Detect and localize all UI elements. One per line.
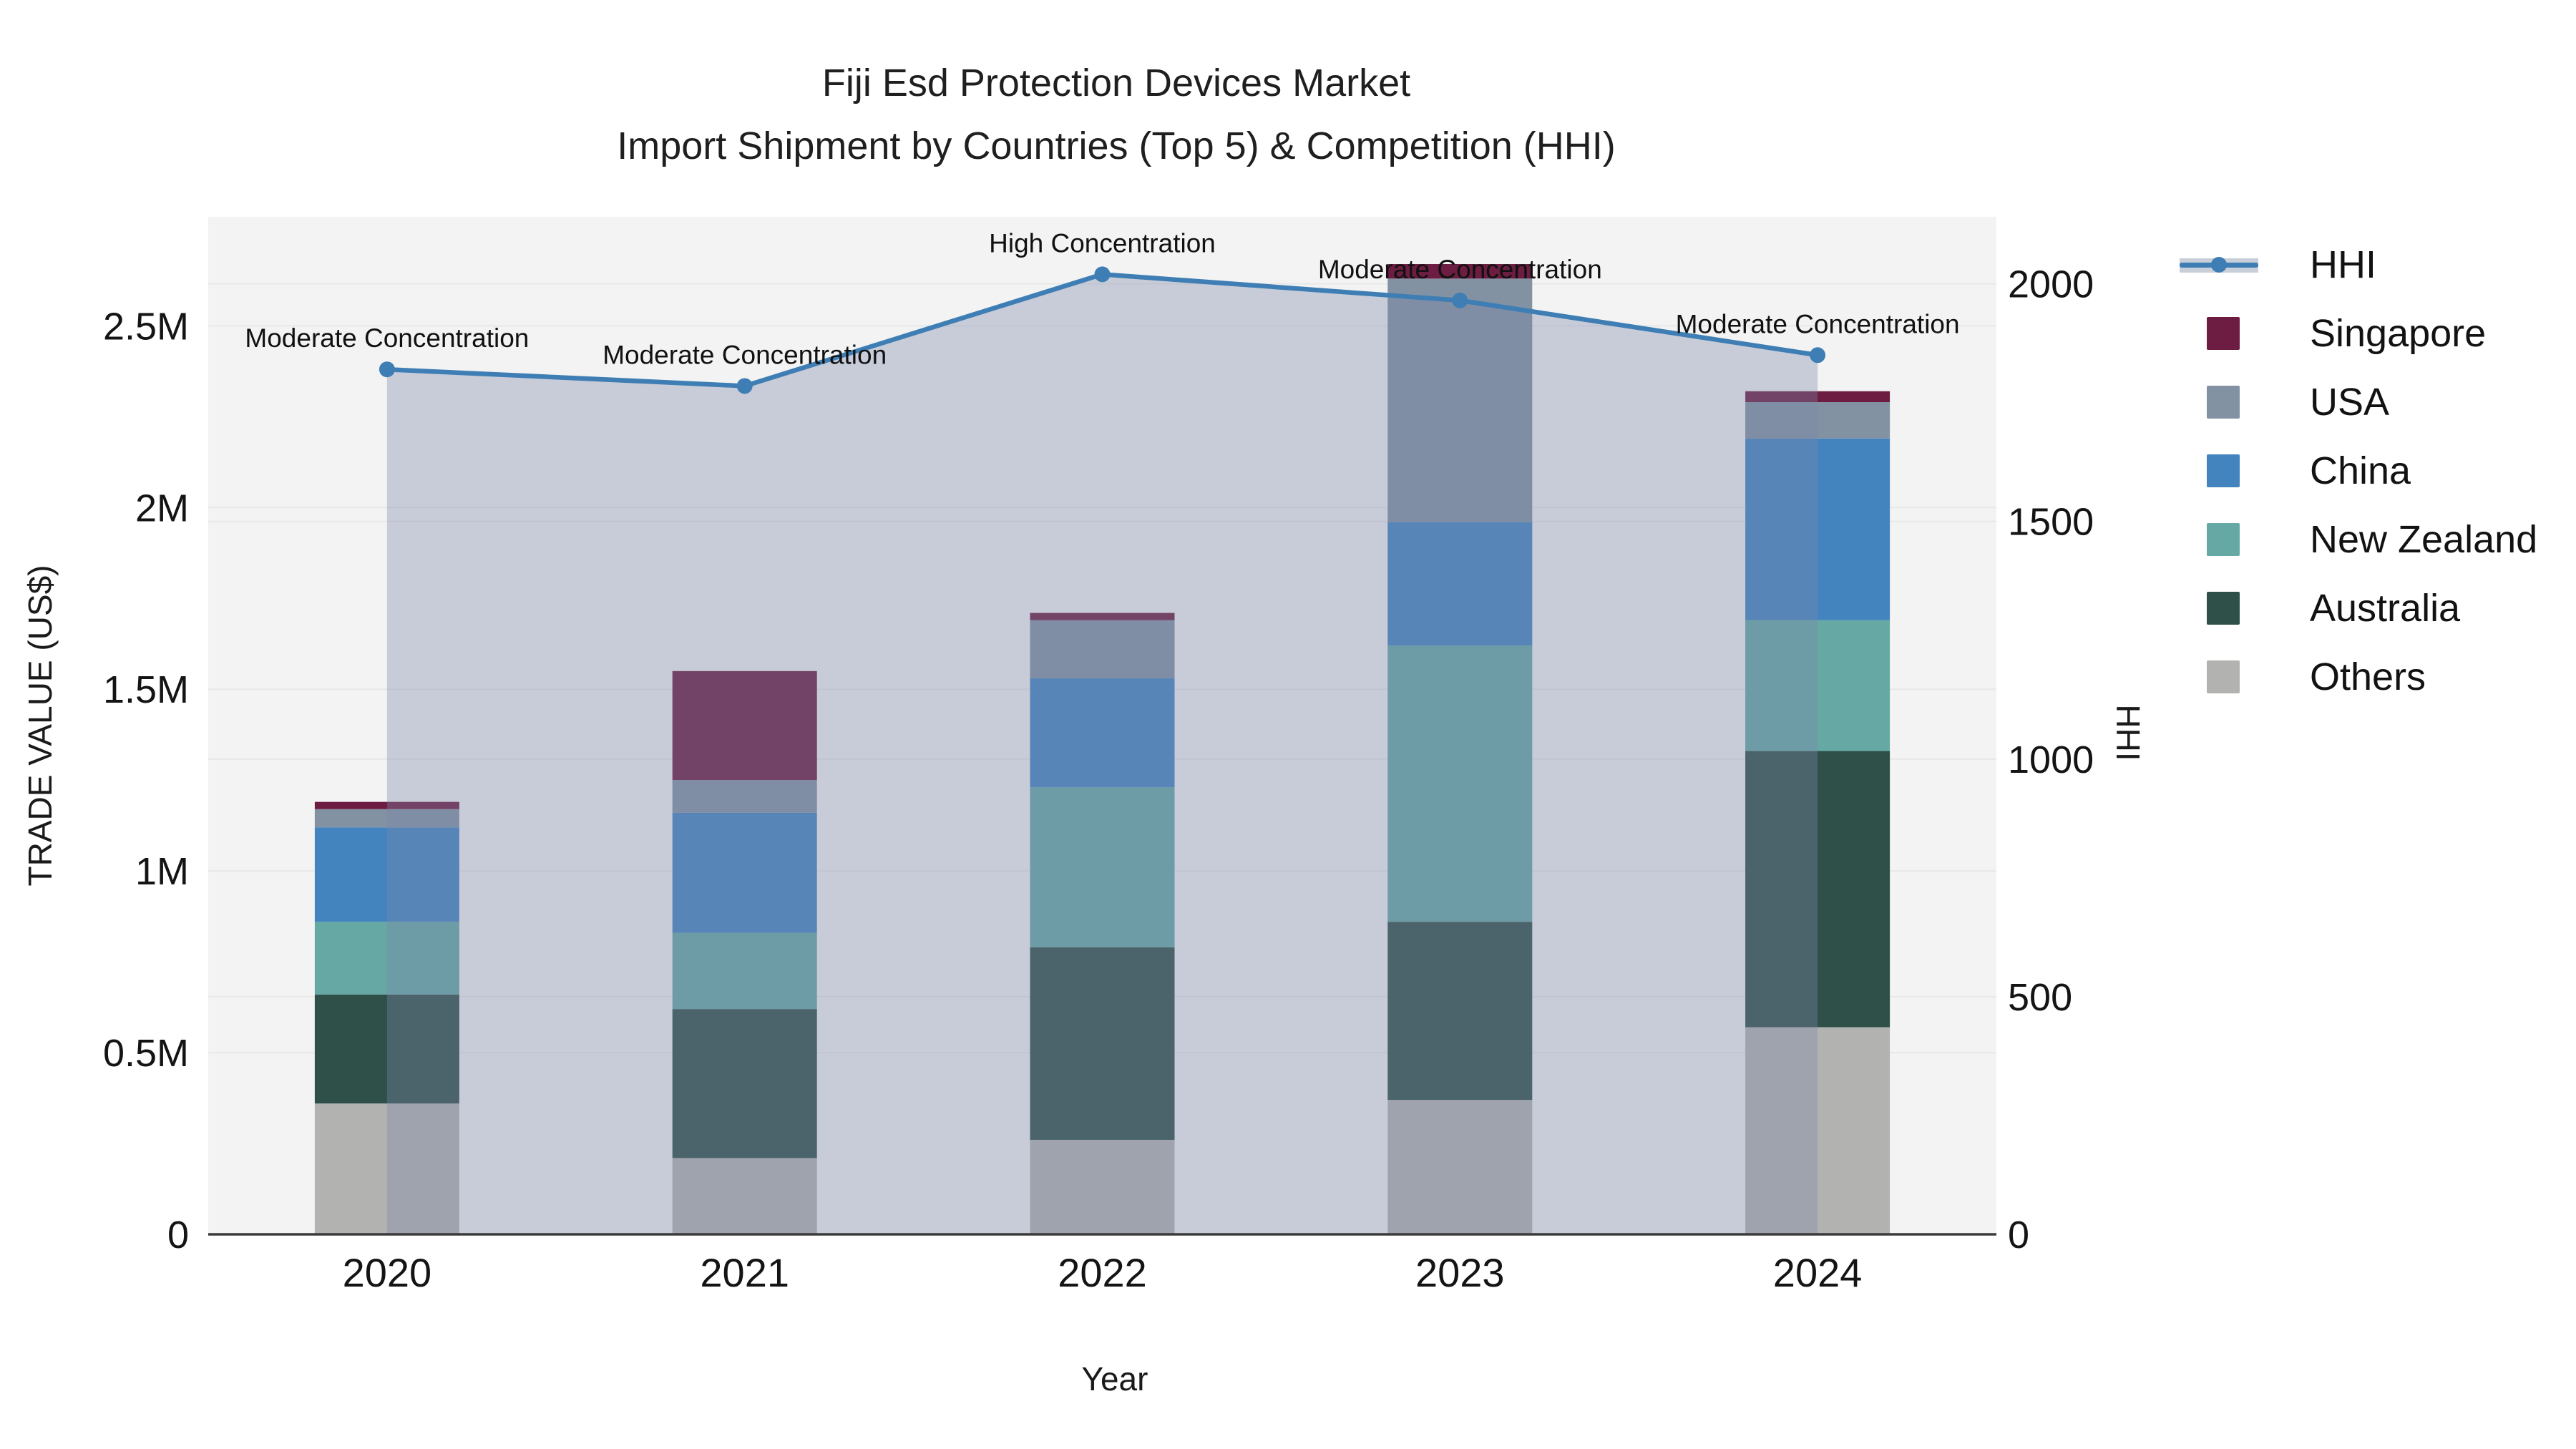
chart-title-line1: Fiji Esd Protection Devices Market — [821, 62, 1411, 104]
x-tick-label: 2022 — [1058, 1250, 1147, 1295]
bar-segment-australia-2022 — [1030, 947, 1175, 1140]
bar-segment-new-zealand-2024 — [1745, 620, 1890, 751]
bar-segment-china-2023 — [1387, 522, 1533, 646]
x-tick-label: 2021 — [700, 1250, 789, 1295]
bar-segment-singapore-2024 — [1745, 391, 1890, 403]
bar-segment-australia-2021 — [672, 1009, 817, 1158]
y-left-tick-label: 1M — [135, 850, 189, 893]
legend-item-others[interactable]: Others — [2177, 643, 2537, 711]
bar-segment-new-zealand-2020 — [314, 922, 459, 995]
y-right-tick-label: 2000 — [2008, 263, 2094, 306]
y-left-tick-label: 1.5M — [103, 668, 189, 711]
legend-item-new-zealand[interactable]: New Zealand — [2177, 505, 2537, 574]
x-tick-label: 2020 — [343, 1250, 432, 1295]
bar-segment-new-zealand-2022 — [1030, 787, 1175, 947]
legend-label: USA — [2310, 381, 2390, 424]
y-right-tick-label: 0 — [2008, 1214, 2029, 1257]
hhi-marker — [1094, 266, 1111, 283]
bar-segment-others-2021 — [672, 1158, 817, 1234]
bar-segment-usa-2020 — [314, 809, 459, 828]
bar-segment-others-2023 — [1387, 1100, 1533, 1234]
bar-segment-usa-2023 — [1387, 278, 1533, 522]
bar-segment-usa-2021 — [672, 780, 817, 813]
bar-segment-china-2022 — [1030, 678, 1175, 788]
y-axis-left-title: TRADE VALUE (US$) — [21, 565, 59, 887]
bar-segment-singapore-2020 — [314, 801, 459, 809]
hhi-marker — [379, 361, 395, 378]
legend-item-singapore[interactable]: Singapore — [2177, 299, 2537, 368]
bar-segment-usa-2024 — [1745, 402, 1890, 439]
hhi-area-fill — [386, 274, 1818, 1235]
hhi-annotation: High Concentration — [989, 228, 1216, 258]
legend-item-china[interactable]: China — [2177, 436, 2537, 505]
legend-label: Australia — [2310, 587, 2461, 630]
bar-segment-others-2020 — [314, 1103, 459, 1234]
y-left-tick-label: 0 — [167, 1214, 189, 1257]
bar-segment-china-2021 — [672, 812, 817, 933]
chart-title: Fiji Esd Protection Devices Market Impor… — [172, 52, 2061, 177]
singapore-swatch-icon — [2207, 317, 2240, 350]
legend-item-australia[interactable]: Australia — [2177, 574, 2537, 643]
hhi-marker — [1810, 347, 1826, 364]
new-zealand-swatch-icon — [2207, 523, 2240, 556]
china-swatch-icon — [2207, 454, 2240, 487]
legend-label: China — [2310, 449, 2411, 492]
x-tick-label: 2023 — [1415, 1250, 1505, 1295]
legend-label: Singapore — [2310, 312, 2487, 355]
bar-segment-others-2024 — [1745, 1027, 1890, 1234]
hhi-annotation: Moderate Concentration — [1318, 255, 1602, 284]
bar-segment-china-2020 — [314, 827, 459, 922]
bar-segment-singapore-2023 — [1387, 264, 1533, 279]
y-right-tick-label: 1500 — [2008, 501, 2094, 544]
legend-label: HHI — [2310, 243, 2376, 286]
bar-segment-australia-2023 — [1387, 922, 1533, 1101]
hhi-line-sample-icon — [2180, 248, 2258, 281]
y-axis-right-title: HHI — [2109, 704, 2147, 761]
y-right-tick-label: 1000 — [2008, 738, 2094, 781]
others-swatch-icon — [2207, 660, 2240, 693]
bar-segment-usa-2022 — [1030, 620, 1175, 678]
australia-swatch-icon — [2207, 592, 2240, 625]
usa-swatch-icon — [2207, 386, 2240, 419]
bar-segment-china-2024 — [1745, 438, 1890, 620]
bar-segment-singapore-2022 — [1030, 613, 1175, 620]
bar-segment-singapore-2021 — [672, 670, 817, 781]
bar-segment-australia-2020 — [314, 994, 459, 1104]
bar-segment-others-2022 — [1030, 1139, 1175, 1234]
chart-title-line2: Import Shipment by Countries (Top 5) & C… — [617, 125, 1616, 167]
legend-item-hhi[interactable]: HHI — [2177, 230, 2537, 299]
bar-segment-new-zealand-2021 — [672, 932, 817, 1010]
hhi-marker — [736, 378, 753, 394]
y-right-tick-label: 500 — [2008, 976, 2072, 1019]
legend-item-usa[interactable]: USA — [2177, 368, 2537, 436]
x-tick-label: 2024 — [1773, 1250, 1863, 1295]
legend-label: New Zealand — [2310, 518, 2538, 561]
y-left-tick-label: 0.5M — [103, 1032, 189, 1075]
bar-segment-australia-2024 — [1745, 751, 1890, 1028]
bar-segment-new-zealand-2023 — [1387, 645, 1533, 922]
hhi-marker — [1452, 292, 1468, 308]
hhi-annotation: Moderate Concentration — [602, 340, 887, 369]
y-left-tick-label: 2.5M — [103, 305, 189, 348]
hhi-annotation: Moderate Concentration — [1676, 309, 1960, 338]
legend-label: Others — [2310, 655, 2426, 698]
y-left-tick-label: 2M — [135, 487, 189, 530]
legend: HHI Singapore USA China New Zealand Aust… — [2177, 230, 2537, 711]
hhi-annotation: Moderate Concentration — [245, 323, 529, 353]
x-axis-title: Year — [1081, 1360, 1148, 1397]
